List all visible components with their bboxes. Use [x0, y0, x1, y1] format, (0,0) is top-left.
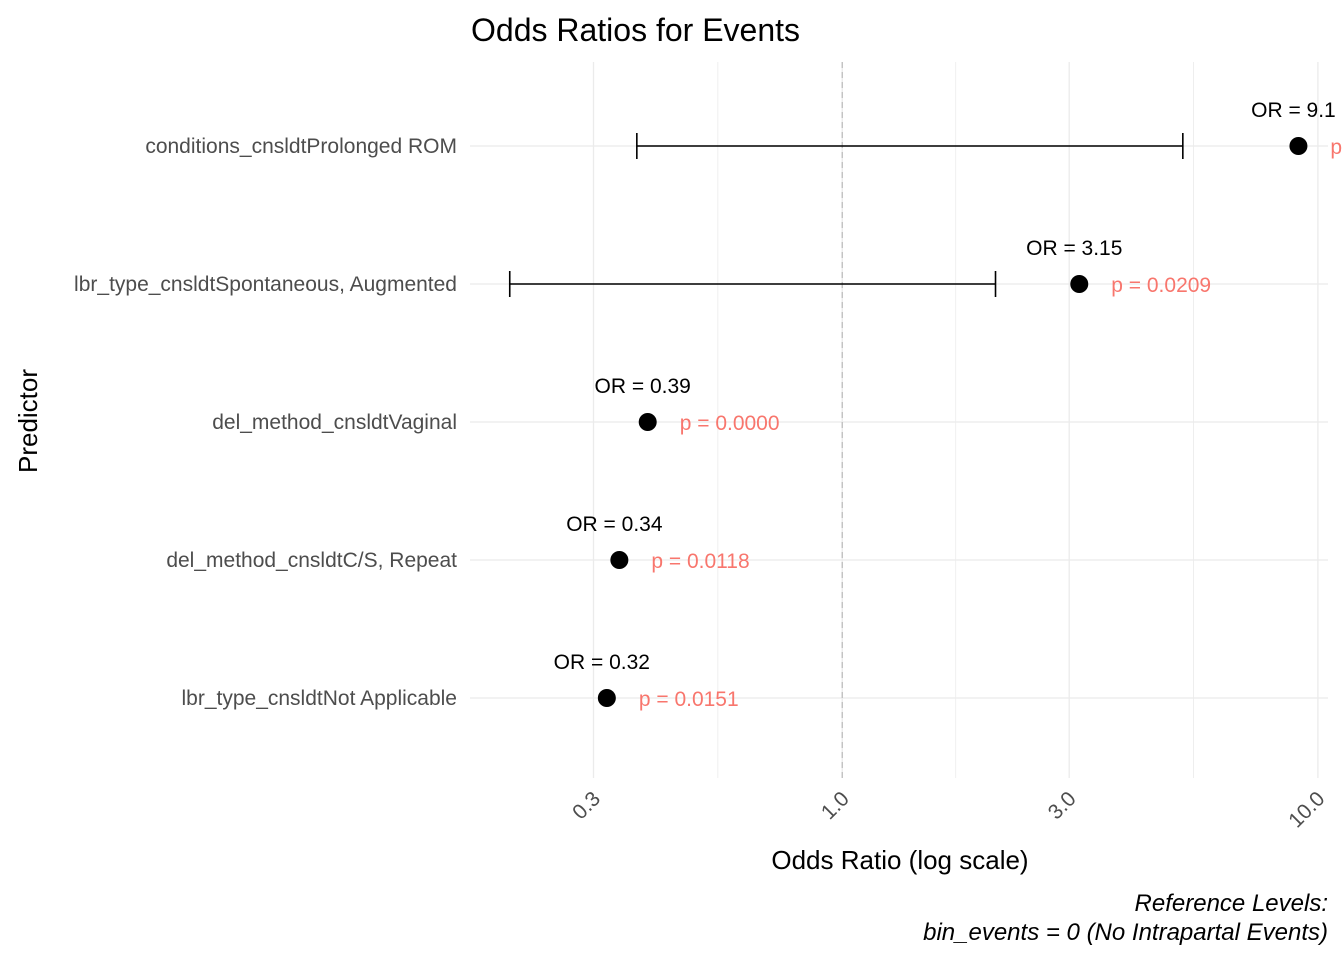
data-point — [597, 689, 616, 707]
x-tick-label: 1.0 — [817, 787, 854, 824]
x-tick-label: 10.0 — [1284, 787, 1329, 832]
or-label: OR = 9.1 — [1251, 99, 1336, 122]
y-tick-label: lbr_type_cnsldtSpontaneous, Augmented — [74, 273, 457, 296]
p-value-label: p — [1330, 136, 1342, 159]
data-point — [610, 551, 629, 569]
y-tick-label: lbr_type_cnsldtNot Applicable — [181, 687, 457, 710]
y-tick-label: del_method_cnsldtC/S, Repeat — [166, 549, 457, 572]
data-points — [597, 137, 1308, 707]
y-tick-label: del_method_cnsldtVaginal — [212, 411, 457, 434]
data-point — [638, 413, 657, 431]
error-bars — [508, 133, 1184, 297]
x-axis-ticks: 0.3 1.0 3.0 10.0 — [568, 787, 1329, 832]
p-value-label: p = 0.0151 — [639, 688, 739, 711]
or-label: OR = 0.39 — [595, 375, 691, 398]
data-point — [1289, 137, 1308, 155]
y-axis-ticks: conditions_cnsldtProlonged ROM lbr_type_c… — [74, 135, 457, 710]
x-tick-label: 3.0 — [1044, 787, 1081, 824]
p-value-label: p = 0.0209 — [1111, 274, 1211, 297]
point-labels: OR = 9.1 p OR = 3.15 p = 0.0209 OR = 0.39 p =… — [554, 99, 1342, 711]
p-value-label: p = 0.0000 — [680, 412, 780, 435]
data-point — [1070, 275, 1089, 293]
or-label: OR = 0.32 — [554, 651, 650, 674]
p-value-label: p = 0.0118 — [651, 550, 749, 573]
or-label: OR = 3.15 — [1026, 237, 1122, 260]
or-label: OR = 0.34 — [566, 513, 663, 536]
y-tick-label: conditions_cnsldtProlonged ROM — [145, 135, 457, 158]
caption-line-2: bin_events = 0 (No Intrapartal Events) — [923, 919, 1328, 946]
caption-line-1: Reference Levels: — [1135, 890, 1328, 917]
x-axis-title: Odds Ratio (log scale) — [771, 845, 1028, 875]
chart-title: Odds Ratios for Events — [471, 12, 800, 48]
y-axis-title: Predictor — [13, 369, 43, 473]
x-tick-label: 0.3 — [568, 787, 605, 824]
